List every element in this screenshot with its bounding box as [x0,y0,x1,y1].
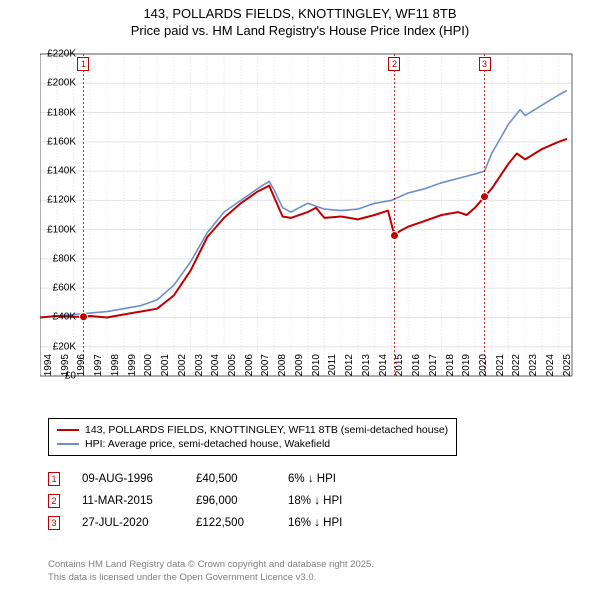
legend-swatch [57,443,79,445]
chart-area: 123£0£20K£40K£60K£80K£100K£120K£140K£160… [40,50,580,380]
x-axis-label: 2015 [394,354,405,384]
x-axis-label: 2016 [411,354,422,384]
y-axis-label: £120K [47,195,76,206]
y-axis-label: £40K [53,312,76,323]
legend-swatch [57,429,79,431]
sales-row: 3 27-JUL-2020 £122,500 16% ↓ HPI [48,512,378,534]
x-axis-label: 1996 [76,354,87,384]
y-axis-label: £100K [47,224,76,235]
chart-svg [40,50,580,380]
legend-item: 143, POLLARDS FIELDS, KNOTTINGLEY, WF11 … [57,423,448,437]
chart-container: 143, POLLARDS FIELDS, KNOTTINGLEY, WF11 … [0,0,600,590]
y-axis-label: £180K [47,107,76,118]
footer: Contains HM Land Registry data © Crown c… [48,559,374,584]
sale-marker-box: 1 [48,472,60,486]
x-axis-label: 2024 [545,354,556,384]
x-axis-label: 1994 [43,354,54,384]
chart-marker-box: 2 [388,57,400,71]
sale-delta: 18% ↓ HPI [288,495,378,507]
x-axis-label: 1995 [60,354,71,384]
sale-date: 09-AUG-1996 [82,473,174,485]
sale-price: £96,000 [196,495,266,507]
x-axis-label: 2013 [361,354,372,384]
y-axis-label: £140K [47,166,76,177]
x-axis-label: 2018 [445,354,456,384]
x-axis-label: 2012 [344,354,355,384]
x-axis-label: 2020 [478,354,489,384]
chart-title: 143, POLLARDS FIELDS, KNOTTINGLEY, WF11 … [0,0,600,40]
sale-marker-box: 3 [48,516,60,530]
x-axis-label: 2005 [227,354,238,384]
sale-delta: 6% ↓ HPI [288,473,378,485]
legend-item: HPI: Average price, semi-detached house,… [57,437,448,451]
x-axis-label: 2019 [461,354,472,384]
x-axis-label: 2002 [177,354,188,384]
x-axis-label: 1999 [127,354,138,384]
title-line-2: Price paid vs. HM Land Registry's House … [0,23,600,40]
chart-marker-box: 1 [77,57,89,71]
x-axis-label: 2008 [277,354,288,384]
sale-marker-box: 2 [48,494,60,508]
legend-label: 143, POLLARDS FIELDS, KNOTTINGLEY, WF11 … [85,424,448,436]
chart-marker-box: 3 [479,57,491,71]
sale-delta: 16% ↓ HPI [288,517,378,529]
x-axis-label: 2006 [244,354,255,384]
x-axis-label: 2017 [428,354,439,384]
legend-label: HPI: Average price, semi-detached house,… [85,438,330,450]
sale-date: 27-JUL-2020 [82,517,174,529]
x-axis-label: 2011 [327,354,338,384]
x-axis-label: 2003 [194,354,205,384]
footer-line-1: Contains HM Land Registry data © Crown c… [48,559,374,571]
sales-row: 1 09-AUG-1996 £40,500 6% ↓ HPI [48,468,378,490]
title-line-1: 143, POLLARDS FIELDS, KNOTTINGLEY, WF11 … [0,6,600,23]
y-axis-label: £160K [47,136,76,147]
footer-line-2: This data is licensed under the Open Gov… [48,572,374,584]
x-axis-label: 2001 [160,354,171,384]
x-axis-label: 2014 [378,354,389,384]
x-axis-label: 1998 [110,354,121,384]
sale-date: 11-MAR-2015 [82,495,174,507]
x-axis-label: 2004 [210,354,221,384]
y-axis-label: £80K [53,253,76,264]
x-axis-label: 2010 [311,354,322,384]
x-axis-label: 2021 [495,354,506,384]
y-axis-label: £20K [53,341,76,352]
y-axis-label: £60K [53,283,76,294]
x-axis-label: 2009 [294,354,305,384]
y-axis-label: £220K [47,49,76,60]
legend: 143, POLLARDS FIELDS, KNOTTINGLEY, WF11 … [48,418,457,456]
y-axis-label: £200K [47,78,76,89]
x-axis-label: 2000 [143,354,154,384]
sales-table: 1 09-AUG-1996 £40,500 6% ↓ HPI 2 11-MAR-2015 £… [48,468,378,534]
x-axis-label: 2023 [528,354,539,384]
x-axis-label: 2022 [511,354,522,384]
x-axis-label: 2007 [260,354,271,384]
x-axis-label: 1997 [93,354,104,384]
sales-row: 2 11-MAR-2015 £96,000 18% ↓ HPI [48,490,378,512]
x-axis-label: 2025 [562,354,573,384]
sale-price: £122,500 [196,517,266,529]
sale-price: £40,500 [196,473,266,485]
